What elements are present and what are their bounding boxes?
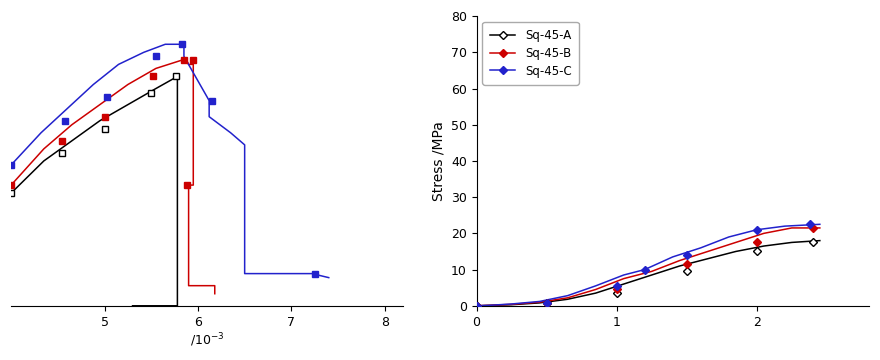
X-axis label: $/10^{-3}$: $/10^{-3}$ <box>190 331 224 349</box>
Y-axis label: Stress /MPa: Stress /MPa <box>431 121 445 201</box>
Legend: Sq-45-A, Sq-45-B, Sq-45-C: Sq-45-A, Sq-45-B, Sq-45-C <box>482 22 579 85</box>
